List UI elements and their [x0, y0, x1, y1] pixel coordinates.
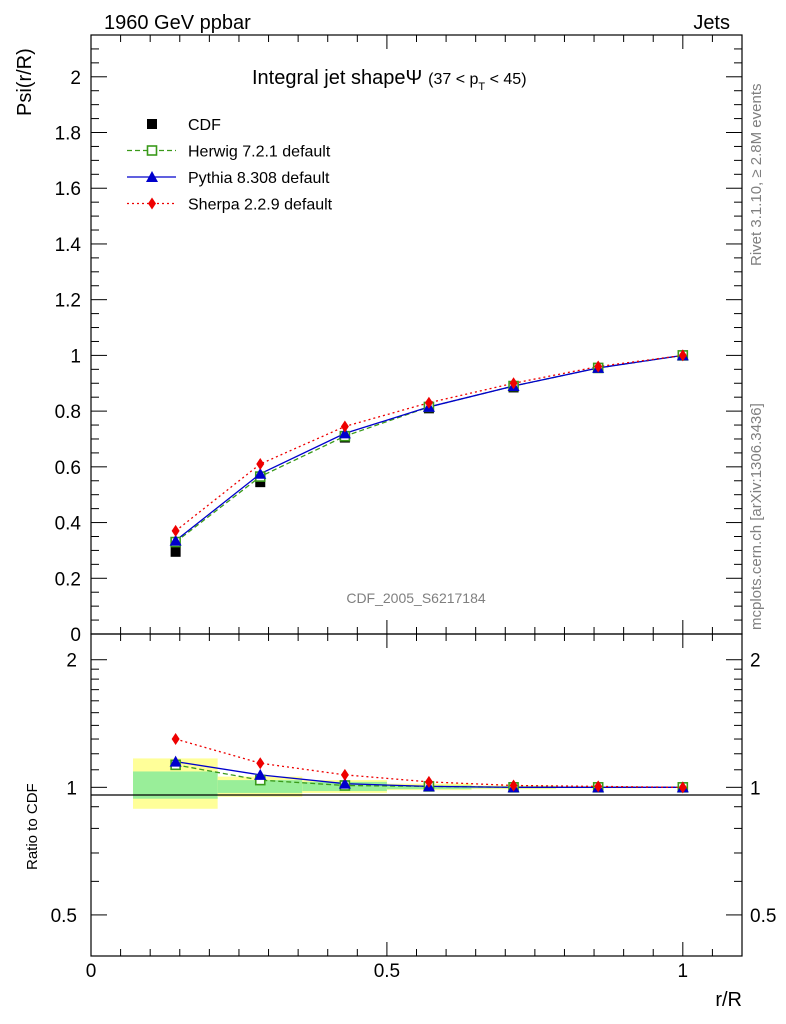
title-subscript: T: [478, 81, 485, 93]
ratio-sherpa-point: [594, 780, 603, 793]
ratio-y-tick-label-right: 1: [750, 778, 761, 799]
main-y-tick-label: 0.6: [55, 458, 81, 479]
ratio-pythia-point: [169, 755, 182, 767]
ratio-sherpa-point: [256, 757, 265, 770]
ratio-y-tick-label-left: 1: [66, 778, 77, 799]
main-plot-panel: 0 0.2 0.4 0.6 0.8 1 1.2 1.4 1.6 1.8 2 Psi(r/R) Int…: [14, 34, 743, 646]
ratio-sherpa-point: [424, 775, 433, 788]
main-pythia-point: [169, 534, 182, 546]
x-tick-label: 1: [678, 961, 689, 982]
main-plot-title: Integral jet shapeΨ (37 < pT < 45): [252, 67, 527, 93]
main-y-axis-label: Psi(r/R): [14, 48, 36, 116]
main-sherpa-line: [175, 354, 683, 532]
header-left: 1960 GeV ppbar: [104, 12, 251, 34]
ratio-band-inner: [217, 780, 303, 793]
main-y-tick-label: 0.4: [55, 514, 82, 535]
x-tick-label: 0: [86, 961, 97, 982]
ratio-plot-frame: [90, 633, 743, 957]
ratio-band-inner: [133, 771, 218, 799]
x-axis-label: r/R: [715, 989, 742, 1011]
main-y-tick-label: 0.2: [55, 569, 81, 590]
main-pythia-point: [338, 427, 351, 439]
main-y-tick-label: 1.4: [55, 235, 82, 256]
ratio-plot-panel: 0.5 0.5 1 1 2 2 Ratio to CDF 0 0.5 1 r/R: [24, 633, 776, 1011]
ratio-pythia-point: [254, 768, 267, 780]
legend-herwig-label: Herwig 7.2.1 default: [188, 144, 331, 161]
ratio-y-tick-label-left: 0.5: [51, 906, 77, 927]
rivet-label: Rivet 3.1.10, ≥ 2.8M events: [748, 84, 765, 267]
analysis-id-label: CDF_2005_S6217184: [346, 590, 486, 606]
main-sherpa-point: [171, 524, 180, 537]
main-y-tick-label: 1: [70, 346, 81, 367]
title-range: (37 < p: [428, 71, 478, 88]
mcplots-label: mcplots.cern.ch [arXiv:1306.3436]: [748, 403, 765, 630]
legend-pythia-marker: [146, 171, 158, 182]
x-tick-label: 0.5: [374, 961, 400, 982]
main-cdf-point: [170, 546, 181, 557]
main-sherpa-point: [256, 458, 265, 471]
main-cdf-point: [255, 477, 266, 488]
main-y-tick-label: 1.2: [55, 291, 81, 312]
ratio-pythia-point: [338, 777, 351, 789]
legend-sherpa-label: Sherpa 2.2.9 default: [188, 197, 333, 214]
main-sherpa-point: [678, 349, 687, 362]
main-pythia-point: [254, 467, 267, 479]
legend-cdf-marker: [147, 119, 157, 129]
ratio-sherpa-point: [509, 779, 518, 792]
ratio-y-tick-label-right: 2: [750, 651, 761, 672]
legend-sherpa-marker: [148, 197, 156, 210]
header-right: Jets: [693, 12, 730, 34]
ratio-sherpa-point: [340, 768, 349, 781]
ratio-sherpa-point: [171, 733, 180, 746]
legend: CDF Herwig 7.2.1 default Pythia 8.308 defa…: [127, 117, 333, 214]
legend-herwig-marker: [146, 145, 158, 156]
main-y-tick-label: 1.6: [55, 179, 81, 200]
main-y-tick-label: 0: [70, 625, 81, 646]
main-sherpa-point: [340, 420, 349, 433]
main-y-tick-label: 1.8: [55, 124, 81, 145]
ratio-y-axis-label: Ratio to CDF: [24, 783, 41, 870]
legend-pythia-label: Pythia 8.308 default: [188, 170, 330, 187]
main-y-tick-label: 2: [70, 68, 81, 89]
ratio-sherpa-point: [678, 781, 687, 794]
ratio-y-tick-label-right: 0.5: [750, 906, 776, 927]
ratio-y-tick-label-left: 2: [66, 651, 77, 672]
main-sherpa-point: [594, 360, 603, 373]
main-herwig-line: [175, 354, 683, 543]
main-y-tick-label: 0.8: [55, 402, 81, 423]
main-sherpa-point: [509, 377, 518, 390]
legend-cdf-label: CDF: [188, 117, 221, 134]
title-range-end: < 45): [485, 71, 526, 88]
main-pythia-line: [175, 354, 683, 542]
main-sherpa-point: [424, 396, 433, 409]
